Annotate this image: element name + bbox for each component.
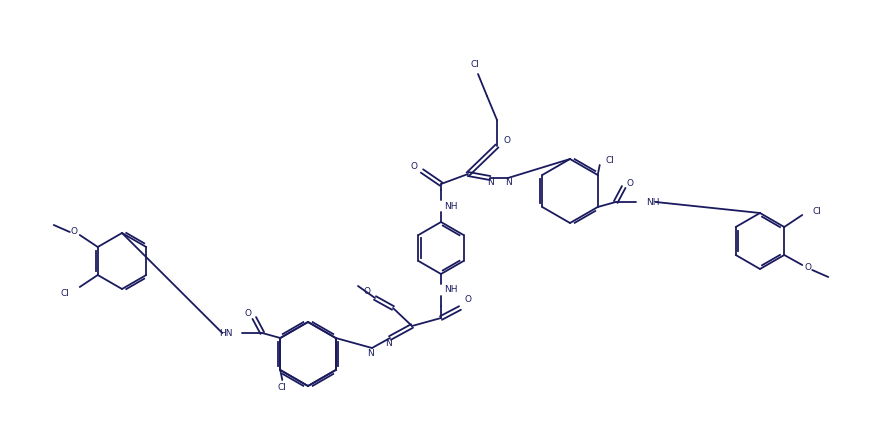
Text: O: O (503, 136, 510, 144)
Text: O: O (363, 287, 371, 296)
Text: O: O (625, 178, 632, 187)
Text: N: N (487, 177, 493, 187)
Text: Cl: Cl (61, 289, 69, 297)
Text: N: N (367, 348, 374, 358)
Text: N: N (505, 177, 512, 187)
Text: O: O (804, 263, 810, 272)
Text: Cl: Cl (811, 207, 820, 215)
Text: N: N (385, 338, 392, 347)
Text: O: O (70, 226, 77, 235)
Text: Cl: Cl (277, 384, 286, 392)
Text: Cl: Cl (605, 156, 614, 164)
Text: Cl: Cl (470, 59, 479, 68)
Text: HN: HN (219, 328, 232, 337)
Text: O: O (410, 161, 417, 170)
Text: O: O (464, 296, 471, 304)
Text: O: O (244, 309, 251, 317)
Text: NH: NH (443, 286, 457, 294)
Text: NH: NH (443, 201, 457, 211)
Text: NH: NH (645, 198, 658, 207)
